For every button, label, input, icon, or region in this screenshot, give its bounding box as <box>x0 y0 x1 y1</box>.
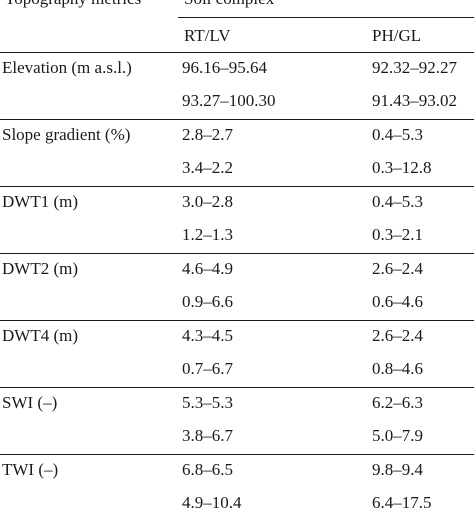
column-header-rtlv: RT/LV <box>184 26 231 45</box>
metric-label: Elevation (m a.s.l.) <box>2 58 132 77</box>
table-row: DWT4 (m) 4.3–4.5 2.6–2.4 <box>0 320 474 354</box>
header-divider <box>178 17 474 18</box>
cell-phgl: 0.4–5.3 <box>372 125 423 144</box>
cell-rtlv: 4.9–10.4 <box>182 493 242 512</box>
cell-phgl: 0.3–2.1 <box>372 225 423 244</box>
cell-rtlv: 4.3–4.5 <box>182 326 233 345</box>
cell-rtlv: 5.3–5.3 <box>182 393 233 412</box>
table-row: 4.9–10.4 6.4–17.5 <box>0 488 474 521</box>
metric-label: DWT4 (m) <box>2 326 79 345</box>
table-row: 3.4–2.2 0.3–12.8 <box>0 153 474 186</box>
cell-phgl: 2.6–2.4 <box>372 259 423 278</box>
cell-phgl: 0.3–12.8 <box>372 158 432 177</box>
table-body: Elevation (m a.s.l.) 96.16–95.64 92.32–92.… <box>0 52 474 521</box>
header-metric-label: Topography metrics <box>5 0 141 9</box>
cell-phgl: 9.8–9.4 <box>372 460 423 479</box>
table-row: 1.2–1.3 0.3–2.1 <box>0 220 474 253</box>
table-row: 93.27–100.30 91.43–93.02 <box>0 86 474 119</box>
table-row: Elevation (m a.s.l.) 96.16–95.64 92.32–92.… <box>0 52 474 86</box>
cell-rtlv: 96.16–95.64 <box>182 58 267 77</box>
cell-phgl: 0.4–5.3 <box>372 192 423 211</box>
cell-phgl: 0.8–4.6 <box>372 359 423 378</box>
cell-phgl: 2.6–2.4 <box>372 326 423 345</box>
cell-phgl: 92.32–92.27 <box>372 58 457 77</box>
cell-phgl: 0.6–4.6 <box>372 292 423 311</box>
metric-label: TWI (–) <box>2 460 59 479</box>
table-header: Topography metrics Soil complex <box>0 0 474 17</box>
cell-rtlv: 3.4–2.2 <box>182 158 233 177</box>
cell-phgl: 5.0–7.9 <box>372 426 423 445</box>
cell-rtlv: 0.7–6.7 <box>182 359 233 378</box>
table-row: TWI (–) 6.8–6.5 9.8–9.4 <box>0 454 474 488</box>
column-headers: RT/LV PH/GL <box>0 18 474 52</box>
metric-label: SWI (–) <box>2 393 58 412</box>
cell-phgl: 6.4–17.5 <box>372 493 432 512</box>
header-group-label: Soil complex <box>184 0 274 9</box>
metric-label: DWT1 (m) <box>2 192 79 211</box>
cell-rtlv: 93.27–100.30 <box>182 91 276 110</box>
cell-rtlv: 0.9–6.6 <box>182 292 233 311</box>
table-row: Slope gradient (%) 2.8–2.7 0.4–5.3 <box>0 119 474 153</box>
cell-rtlv: 3.8–6.7 <box>182 426 233 445</box>
table-row: 0.7–6.7 0.8–4.6 <box>0 354 474 387</box>
column-header-phgl: PH/GL <box>372 26 422 45</box>
metric-label: Slope gradient (%) <box>2 125 131 144</box>
cell-rtlv: 1.2–1.3 <box>182 225 233 244</box>
table-row: 3.8–6.7 5.0–7.9 <box>0 421 474 454</box>
table-row: DWT1 (m) 3.0–2.8 0.4–5.3 <box>0 186 474 220</box>
table-row: 0.9–6.6 0.6–4.6 <box>0 287 474 320</box>
cell-rtlv: 6.8–6.5 <box>182 460 233 479</box>
cell-phgl: 6.2–6.3 <box>372 393 423 412</box>
cell-phgl: 91.43–93.02 <box>372 91 457 110</box>
table-row: DWT2 (m) 4.6–4.9 2.6–2.4 <box>0 253 474 287</box>
metric-label: DWT2 (m) <box>2 259 79 278</box>
table-row: SWI (–) 5.3–5.3 6.2–6.3 <box>0 387 474 421</box>
cell-rtlv: 3.0–2.8 <box>182 192 233 211</box>
cell-rtlv: 4.6–4.9 <box>182 259 233 278</box>
cell-rtlv: 2.8–2.7 <box>182 125 233 144</box>
